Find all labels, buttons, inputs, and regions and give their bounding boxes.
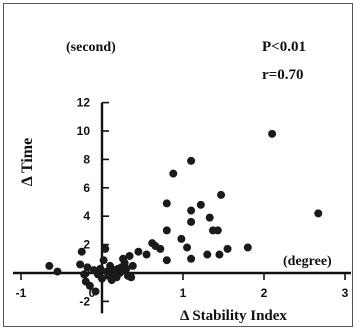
data-point [76, 260, 85, 269]
data-point [134, 247, 143, 256]
data-point [96, 264, 105, 273]
y-tick-label: 4 [83, 209, 90, 223]
p-value-annotation: P<0.01 [262, 39, 306, 55]
data-point [187, 254, 196, 263]
data-point [83, 263, 92, 272]
data-point [53, 267, 62, 276]
data-point [127, 273, 136, 282]
x-unit-label: (degree) [283, 254, 332, 269]
data-point [243, 243, 252, 252]
y-tick-label: 8 [83, 152, 90, 166]
correlation-annotation: r=0.70 [262, 67, 303, 83]
data-point [45, 261, 54, 270]
data-point [223, 244, 232, 253]
data-point [142, 250, 151, 259]
data-point [187, 206, 196, 215]
chart-frame [3, 3, 353, 327]
chart-labels: (second) P<0.01 r=0.70 (degree) Δ Stabil… [19, 39, 332, 324]
data-point [162, 256, 171, 265]
data-point [217, 190, 226, 199]
y-axis-title: Δ Time [19, 138, 36, 186]
y-tick-label: -2 [79, 294, 90, 308]
data-point [77, 247, 86, 256]
data-point [183, 243, 192, 252]
y-tick-label: 2 [83, 238, 90, 252]
x-tick-label: -1 [16, 286, 27, 300]
data-point [196, 200, 205, 209]
x-tick-label: 2 [261, 286, 268, 300]
data-point [187, 217, 196, 226]
x-axis-title: Δ Stability Index [180, 308, 287, 324]
data-point [98, 274, 106, 283]
data-point [91, 287, 100, 296]
data-point [80, 270, 89, 279]
x-tick-label: 1 [180, 286, 187, 300]
y-tick-label: 6 [83, 181, 90, 195]
data-point [213, 226, 222, 235]
data-point [156, 244, 165, 253]
data-point [215, 250, 224, 259]
data-point [128, 261, 137, 270]
data-point [101, 244, 110, 253]
data-point [177, 234, 186, 243]
data-point [125, 251, 134, 260]
data-points [45, 129, 323, 296]
axes: -10123-2024681012 [13, 96, 351, 314]
data-point [314, 209, 323, 218]
data-point [203, 250, 212, 259]
data-point [205, 213, 214, 222]
data-point [162, 199, 171, 208]
data-point [99, 256, 108, 265]
y-tick-label: 12 [77, 96, 91, 110]
data-point [187, 156, 196, 165]
data-point [268, 129, 277, 138]
data-point [169, 169, 178, 178]
x-tick-label: 3 [342, 286, 349, 300]
y-unit-label: (second) [66, 40, 116, 55]
data-point [162, 226, 171, 235]
data-point [122, 264, 131, 273]
y-tick-label: 10 [77, 124, 91, 138]
data-point [85, 281, 94, 290]
